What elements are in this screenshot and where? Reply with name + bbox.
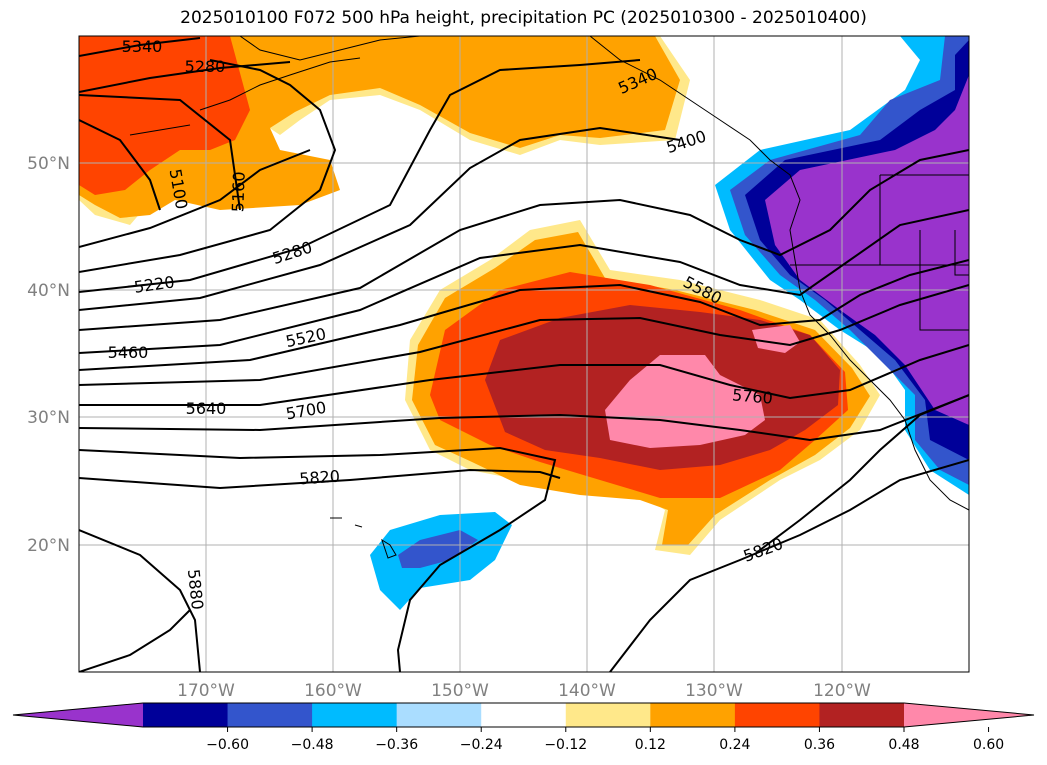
contour-label: 5640: [186, 399, 227, 418]
colorbar-tick-label: −0.24: [460, 737, 503, 753]
coastlines: [129, 36, 969, 559]
colorbar-tick-label: −0.36: [375, 737, 418, 753]
colorbar-tick-label: 0.12: [635, 737, 666, 753]
map-title: 2025010100 F072 500 hPa height, precipit…: [180, 8, 867, 28]
colorbar-tick-label: −0.60: [206, 737, 249, 753]
colorbar-tick-label: 0.24: [719, 737, 750, 753]
contour-label: 5820: [299, 467, 341, 489]
colorbar-swatch: [227, 703, 313, 727]
height-contours: [79, 37, 969, 672]
contour-label: 5160: [228, 171, 248, 212]
colorbar-tick-label: 0.36: [804, 737, 835, 753]
contour-label: 5280: [185, 57, 226, 76]
colorbar-swatch: [312, 703, 398, 727]
latitude-labels: 50°N 40°N 30°N 20°N: [27, 154, 70, 556]
contour-label: 5760: [731, 385, 773, 407]
lat-label-30n: 30°N: [27, 408, 70, 428]
map-panel: [79, 36, 969, 672]
precip-field-hawaii: [370, 512, 512, 610]
colorbar-swatch: [819, 703, 905, 727]
colorbar: −0.60 −0.48 −0.36 −0.24 −0.12 0.12 0.24 0.36 0.4…: [12, 702, 1035, 753]
colorbar-extend-low: [13, 703, 143, 727]
colorbar-swatch: [481, 703, 567, 727]
colorbar-swatch: [565, 703, 651, 727]
lon-label-120w: 120°W: [813, 681, 871, 701]
lon-label-170w: 170°W: [177, 681, 235, 701]
colorbar-swatch: [143, 703, 229, 727]
colorbar-swatch: [650, 703, 736, 727]
map-frame: [78, 35, 970, 673]
lat-label-20n: 20°N: [27, 536, 70, 556]
colorbar-tick-label: 0.60: [973, 737, 1004, 753]
colorbar-swatch: [734, 703, 820, 727]
lon-label-150w: 150°W: [431, 681, 489, 701]
longitude-labels: 170°W 160°W 150°W 140°W 130°W 120°W: [177, 681, 871, 701]
contour-label: 5460: [108, 343, 149, 362]
lat-label-40n: 40°N: [27, 281, 70, 301]
contour-label: 5340: [122, 37, 163, 56]
lat-label-50n: 50°N: [27, 154, 70, 174]
colorbar-tick-label: −0.48: [291, 737, 334, 753]
colorbar-extend-high: [904, 703, 1034, 727]
lon-label-140w: 140°W: [558, 681, 616, 701]
lon-label-130w: 130°W: [685, 681, 743, 701]
colorbar-outline: [12, 702, 1035, 728]
contour-label: 5880: [184, 568, 207, 610]
lon-label-160w: 160°W: [304, 681, 362, 701]
colorbar-tick-label: 0.48: [888, 737, 919, 753]
precip-field-northwest: [79, 36, 690, 225]
colorbar-tick-label: −0.12: [544, 737, 587, 753]
map-gridlines: [79, 36, 969, 672]
colorbar-swatch: [396, 703, 482, 727]
